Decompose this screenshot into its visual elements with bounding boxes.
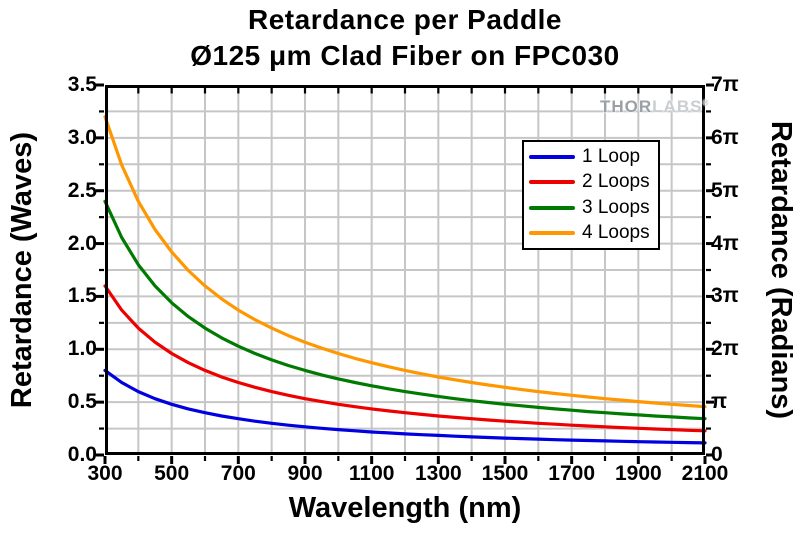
watermark-labs: LABS: [652, 97, 703, 116]
legend-label: 3 Loops: [582, 196, 650, 218]
legend-line-sample: [529, 231, 575, 236]
legend-box: 1 Loop 2 Loops 3 Loops 4 Loops: [522, 140, 660, 250]
y-right-tick-label: 5π: [711, 178, 739, 202]
y-left-tick-label: 0.5: [67, 390, 97, 414]
x-tick-label: 1300: [414, 462, 462, 485]
y-right-tick-label: 7π: [711, 73, 739, 96]
registered-trademark-icon: ®: [702, 98, 710, 108]
thorlabs-watermark: THORLABS®: [600, 97, 709, 117]
x-axis-title: Wavelength (nm): [288, 492, 522, 524]
legend-item: 1 Loop: [524, 144, 658, 169]
y-right-tick-label: π: [711, 390, 728, 414]
x-tick-label: 1500: [481, 462, 529, 485]
y-left-tick-label: 2.0: [67, 231, 97, 255]
legend-line-sample: [529, 205, 575, 210]
x-tick-label: 500: [154, 462, 190, 485]
x-tick-label: 700: [220, 462, 256, 485]
legend-label: 4 Loops: [582, 222, 650, 244]
y-right-tick-label: 0: [711, 443, 723, 466]
y-left-tick-label: 1.5: [67, 284, 97, 308]
x-tick-label: 900: [287, 462, 323, 485]
y-left-tick-label: 1.0: [67, 337, 97, 361]
legend-item: 2 Loops: [524, 170, 658, 195]
curve-2-loops: [103, 284, 707, 433]
legend-item: 3 Loops: [524, 195, 658, 220]
x-tick-label: 1900: [614, 462, 662, 485]
x-tick-label: 300: [87, 462, 123, 485]
y-left-tick-label: 0.0: [67, 443, 97, 466]
curve-3-loops: [103, 199, 707, 421]
y-left-tick-label: 3.0: [67, 125, 97, 149]
chart-title: Retardance per Paddle: [248, 4, 562, 35]
x-tick-label: 1100: [348, 462, 395, 485]
legend-line-sample: [529, 154, 575, 159]
legend-line-sample: [529, 180, 575, 185]
y-right-tick-label: 6π: [711, 125, 739, 149]
y-right-tick-label: 3π: [711, 284, 739, 308]
curve-1-loop: [103, 368, 707, 445]
legend-item: 4 Loops: [524, 221, 658, 246]
y-right-tick-label: 4π: [711, 231, 739, 255]
y-left-tick-label: 2.5: [67, 178, 97, 202]
x-tick-label: 1700: [548, 462, 596, 485]
curve-4-loops: [103, 115, 707, 409]
chart-subtitle: Ø125 μm Clad Fiber on FPC030: [190, 40, 620, 71]
y-right-tick-label: 2π: [711, 337, 739, 361]
y-left-tick-label: 3.5: [67, 73, 97, 96]
legend-label: 1 Loop: [582, 145, 641, 167]
legend-label: 2 Loops: [582, 171, 650, 193]
watermark-thor: THOR: [600, 97, 653, 116]
x-tick-label: 2100: [681, 462, 729, 485]
